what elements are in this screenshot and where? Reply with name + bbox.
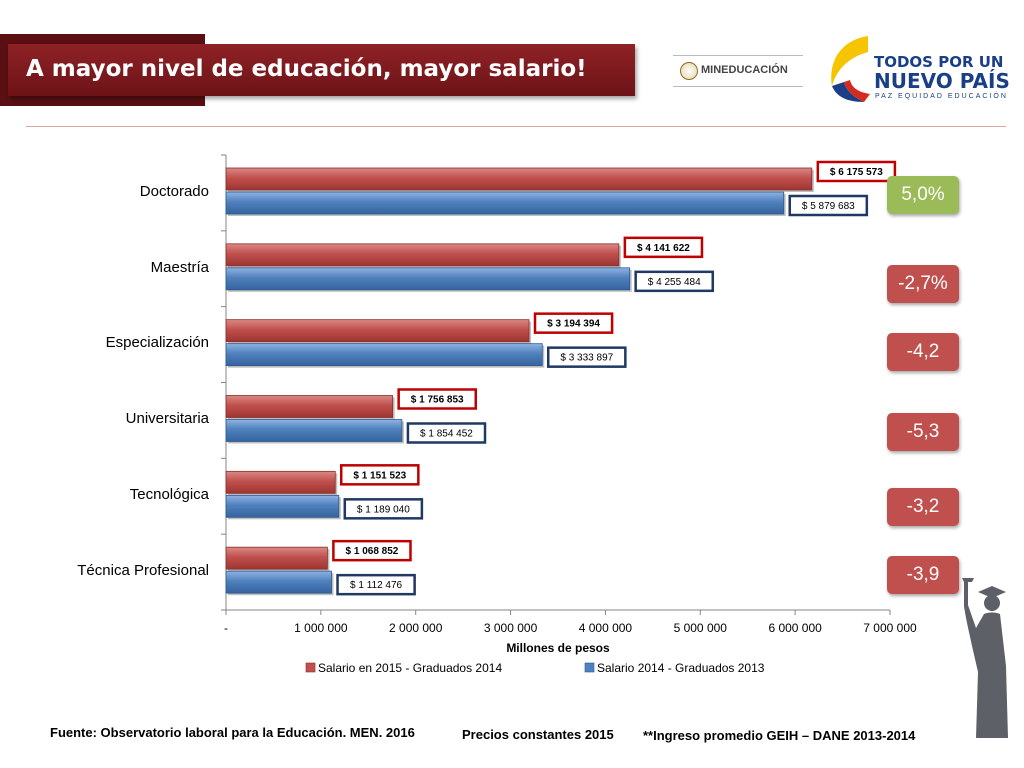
change-badge-tecnologica: -3,2 — [887, 488, 959, 526]
category-label-tecnologica: Tecnológica — [129, 486, 209, 503]
footer-source: Fuente: Observatorio laboral para la Edu… — [50, 725, 415, 740]
change-badge-especializacion: -4,2 — [887, 333, 959, 371]
data-label-box — [332, 539, 412, 562]
bar-salary-2015 — [225, 395, 394, 418]
country-logo-line2: NUEVO PAÍS — [874, 69, 1010, 93]
x-tick-label: 4 000 000 — [579, 621, 633, 635]
data-label-box — [406, 422, 487, 444]
bar-salary-2015 — [225, 167, 813, 191]
country-logo-line1: TODOS POR UN — [874, 53, 1004, 71]
x-axis-title: Millones de pesos — [506, 641, 610, 655]
bar-salary-2014 — [225, 570, 332, 594]
data-label-box — [634, 270, 715, 293]
data-label-box — [533, 312, 614, 334]
data-label: $ 1 112 476 — [350, 580, 403, 591]
data-label: $ 1 854 452 — [420, 429, 473, 440]
data-label-box — [788, 194, 869, 217]
data-label: $ 1 756 853 — [411, 395, 464, 406]
footer-prices: Precios constantes 2015 — [462, 727, 614, 742]
salary-bar-chart: - 1 000 000 2 000 000 3 000 000 4 000 000 5 0… — [221, 154, 917, 675]
data-label-box — [816, 160, 897, 183]
bar-salary-2014 — [225, 267, 631, 291]
x-tick-label: 3 000 000 — [484, 621, 538, 635]
data-label-box — [623, 236, 704, 259]
bar-salary-2015 — [225, 546, 328, 570]
coat-of-arms-icon — [680, 62, 698, 80]
data-label: $ 1 151 523 — [353, 470, 406, 481]
x-tick-label: 6 000 000 — [768, 621, 822, 635]
bar-salary-2014 — [225, 343, 543, 367]
x-tick-label: 5 000 000 — [674, 621, 728, 635]
data-label: $ 6 175 573 — [830, 167, 883, 178]
x-tick-label: - — [224, 621, 228, 635]
legend-swatch — [305, 662, 316, 673]
category-label-doctorado: Doctorado — [139, 183, 209, 200]
flag-swoosh-icon — [831, 36, 870, 102]
data-label: $ 3 333 897 — [560, 353, 613, 364]
legend-label: Salario en 2015 - Graduados 2014 — [318, 661, 502, 675]
x-tick-label: 7 000 000 — [863, 621, 917, 635]
footer-note: **Ingreso promedio GEIH – DANE 2013-2014 — [643, 728, 916, 743]
title-bar: A mayor nivel de educación, mayor salari… — [8, 44, 635, 96]
bar-salary-2015 — [225, 319, 530, 343]
country-logo: TODOS POR UN NUEVO PAÍS PAZ EQUIDAD EDUC… — [824, 32, 1010, 108]
data-label: $ 1 189 040 — [357, 504, 410, 515]
bar-salary-2015 — [225, 243, 620, 267]
ministry-logo: MINEDUCACIÓN — [673, 55, 803, 87]
data-label: $ 4 141 622 — [637, 243, 690, 254]
data-label: $ 4 255 484 — [648, 277, 701, 288]
data-label-box — [336, 573, 416, 596]
change-badge-maestria: -2,7% — [887, 265, 959, 303]
bar-salary-2014 — [225, 191, 785, 215]
data-label: $ 1 068 852 — [346, 546, 399, 557]
legend-swatch — [584, 662, 595, 673]
category-label-universitaria: Universitaria — [125, 410, 209, 427]
graduate-silhouette-icon — [962, 578, 1008, 738]
page-title: A mayor nivel de educación, mayor salari… — [26, 56, 587, 82]
data-label-box — [397, 388, 478, 410]
category-label-especializacion: Especialización — [105, 334, 209, 351]
change-badge-tecnica-profesional: -3,9 — [887, 556, 959, 594]
legend-label: Salario 2014 - Graduados 2013 — [597, 661, 765, 675]
data-label: $ 5 879 683 — [802, 201, 855, 212]
data-label-box — [339, 464, 420, 486]
change-badge-universitaria: -5,3 — [887, 413, 959, 451]
change-badge-doctorado: 5,0% — [887, 176, 959, 214]
bar-salary-2014 — [225, 494, 340, 518]
country-logo-line3: PAZ EQUIDAD EDUCACIÓN — [875, 93, 1008, 100]
header-divider — [26, 126, 1006, 127]
data-label-box — [546, 346, 627, 368]
category-label-maestria: Maestría — [150, 259, 209, 276]
bar-salary-2014 — [225, 419, 403, 442]
x-tick-label: 2 000 000 — [389, 621, 443, 635]
data-label-box — [343, 498, 424, 520]
bar-salary-2015 — [225, 470, 336, 494]
category-label-tecnica-profesional: Técnica Profesional — [77, 562, 209, 579]
x-tick-label: 1 000 000 — [294, 621, 348, 635]
ministry-logo-text: MINEDUCACIÓN — [701, 64, 788, 76]
data-label: $ 3 194 394 — [547, 319, 600, 330]
